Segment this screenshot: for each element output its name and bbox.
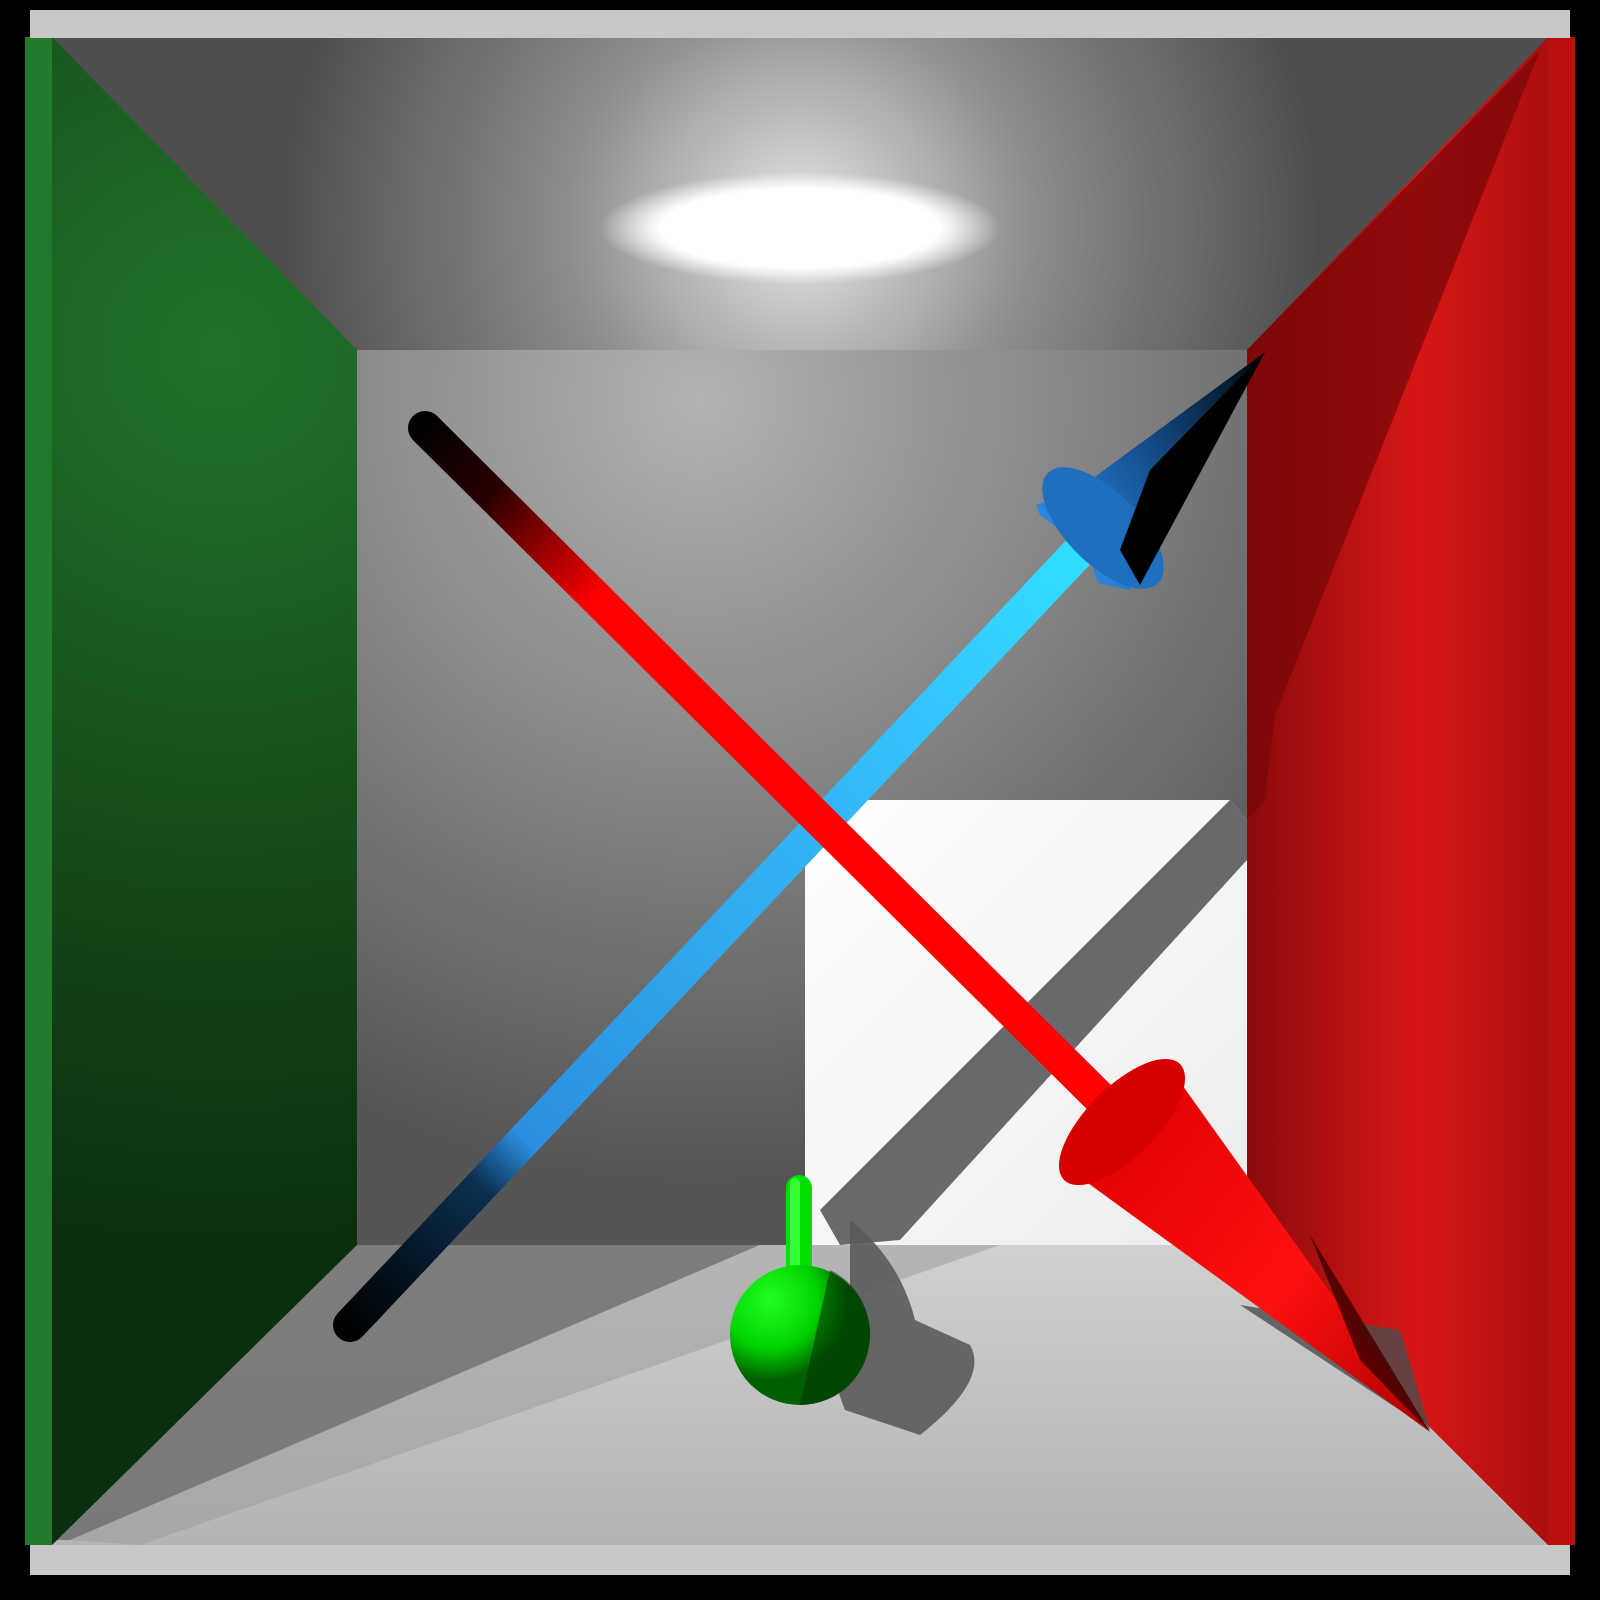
red-arrow-head: [1070, 1075, 1430, 1432]
green-arrow-shaft-highlight: [790, 1178, 800, 1278]
red-arrow-head-shade: [1310, 1235, 1430, 1432]
blue-arrow-head-tip: [1120, 352, 1265, 585]
left-wall-edge: [25, 37, 52, 1545]
green-arrow-head-shade: [800, 1270, 871, 1405]
right-wall-edge: [1548, 37, 1575, 1545]
blue-arrow-shaft: [333, 528, 1102, 1342]
right-wall-shadow: [1247, 50, 1540, 820]
floor-shadow: [45, 1245, 760, 1540]
green-arrow-shadow: [833, 1220, 975, 1435]
left-wall: [52, 37, 357, 1545]
red-arrow-shadow-floor: [1240, 1305, 1430, 1430]
red-arrow-shaft: [408, 411, 1137, 1135]
bottom-frame-bar: [30, 1545, 1570, 1575]
top-frame-bar: [30, 10, 1570, 38]
ceiling-light: [600, 172, 1000, 284]
red-arrow-head-base: [1058, 1058, 1186, 1186]
